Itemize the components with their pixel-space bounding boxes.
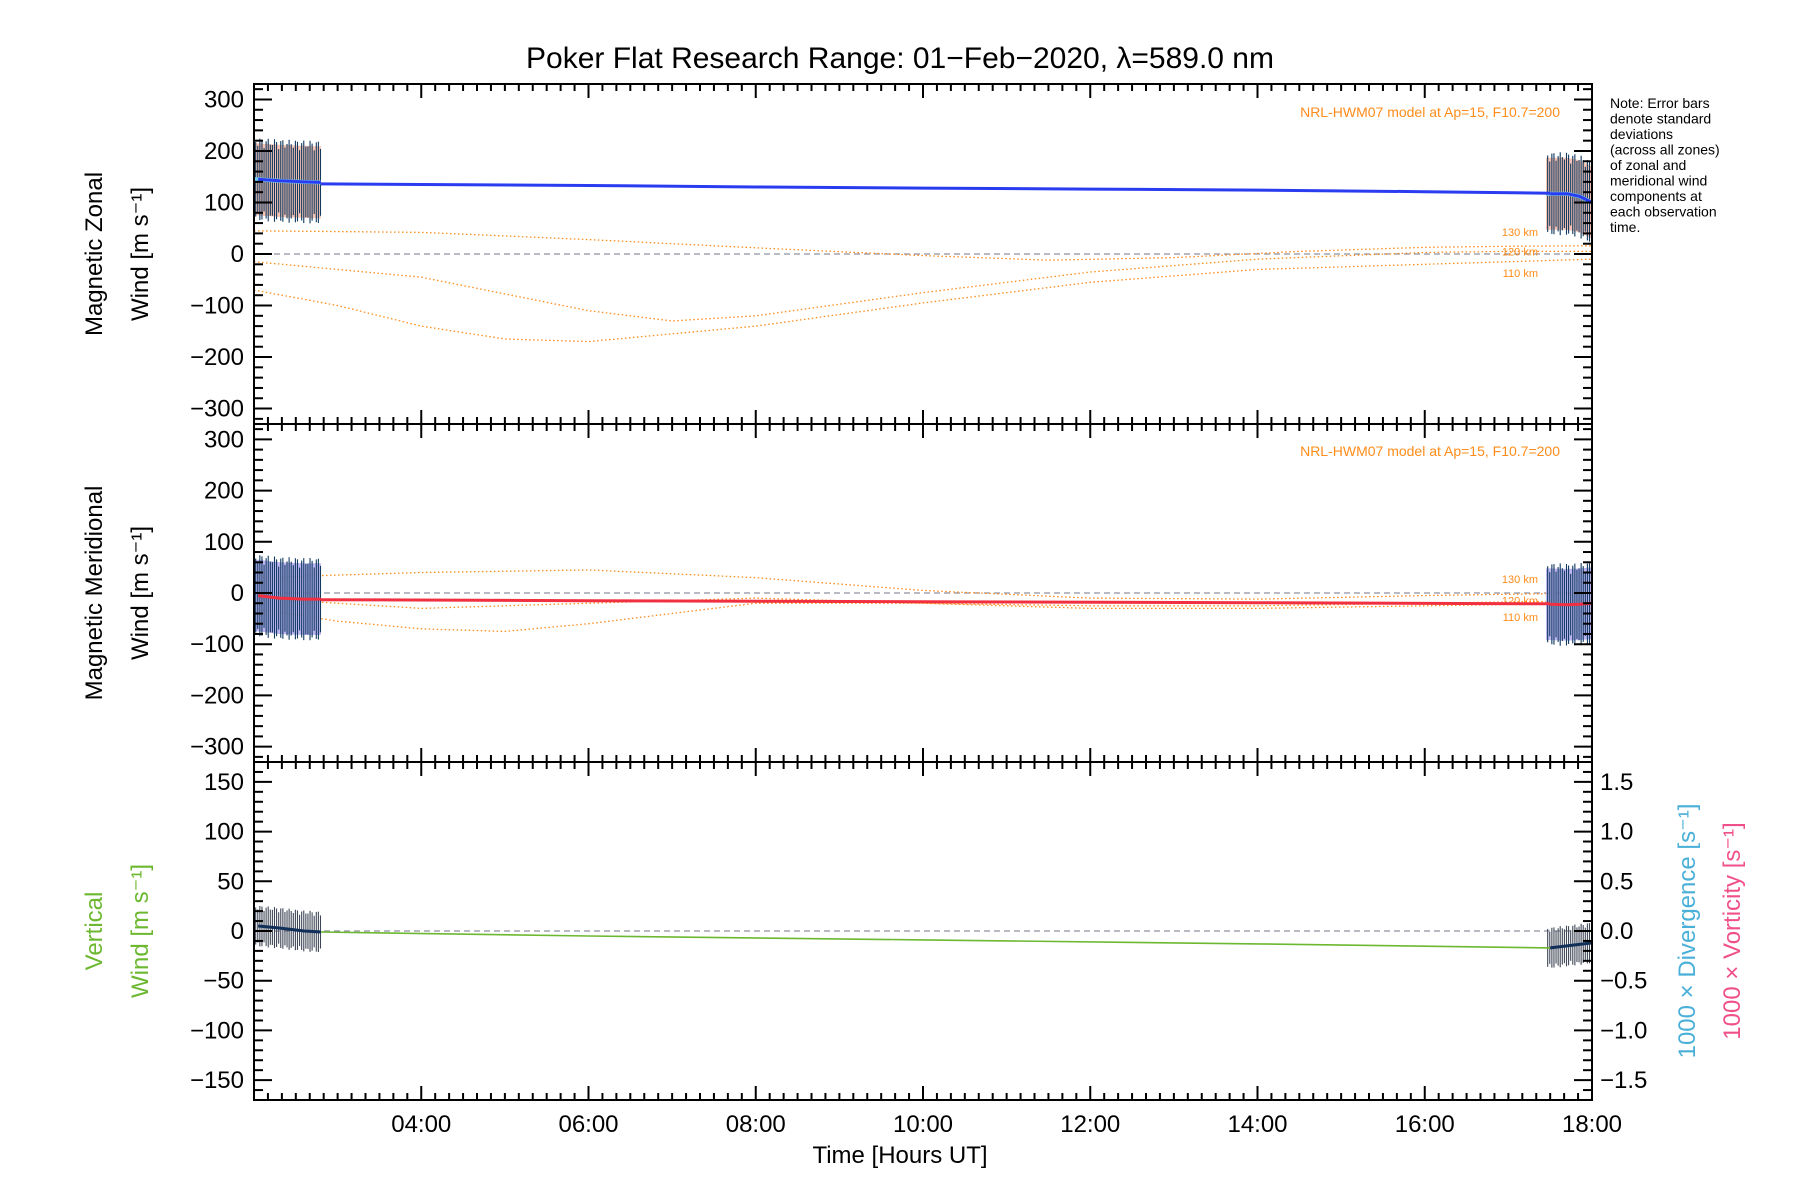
note-line: time. (1610, 219, 1640, 235)
note-line: of zonal and (1610, 157, 1686, 173)
x-tick-label: 16:00 (1395, 1111, 1455, 1138)
y2-tick-label: 0.5 (1600, 868, 1633, 895)
meridional-wind-line (320, 598, 1551, 606)
note-line: (across all zones) (1610, 142, 1720, 158)
y-tick-label: −100 (190, 631, 244, 658)
model-altitude-label: 130 km (1502, 574, 1538, 586)
model-curve-110km (253, 602, 1593, 633)
y-tick-label: 200 (204, 138, 244, 165)
note-line: Note: Error bars (1610, 95, 1710, 111)
model-curve-130km (253, 230, 1592, 261)
y-tick-label: 200 (204, 478, 244, 505)
vertical-wind-line (320, 931, 1551, 949)
model-altitude-label: 120 km (1502, 246, 1538, 258)
zonal-model-label: NRL-HWM07 model at Ap=15, F10.7=200 (1300, 104, 1560, 120)
y-tick-label: 100 (204, 529, 244, 556)
y-tick-label: 50 (217, 868, 244, 895)
model-curve-120km (253, 250, 1592, 322)
y-axis-label-line2: Wind [m s⁻¹] (127, 526, 154, 660)
divergence-axis-label: 1000 × Divergence [s⁻¹] (1674, 804, 1701, 1059)
y-tick-label: −300 (190, 396, 244, 423)
y-axis-label-line1: Magnetic Meridional (81, 486, 108, 701)
y-tick-label: −50 (203, 968, 244, 995)
note-line: each observation (1610, 204, 1717, 220)
y-tick-label: 0 (231, 241, 244, 268)
y-axis-label-line1: Vertical (81, 892, 108, 971)
y-tick-label: 100 (204, 819, 244, 846)
y-tick-label: 0 (231, 580, 244, 607)
model-altitude-label: 110 km (1503, 268, 1538, 280)
x-tick-label: 14:00 (1227, 1111, 1287, 1138)
y-tick-label: −150 (190, 1067, 244, 1094)
vorticity-axis-label: 1000 × Vorticity [s⁻¹] (1719, 822, 1746, 1039)
y-tick-label: −200 (190, 344, 244, 371)
y2-tick-label: −1.5 (1600, 1067, 1647, 1094)
note-line: denote standard (1610, 111, 1711, 127)
vertical-wind-panel: 150 100 50 0 −50 −100 −150 Vertical Wind [m s⁻¹]… (81, 761, 1746, 1138)
vertical-obs-line (258, 924, 1593, 950)
y2-tick-label: 0.0 (1600, 918, 1633, 945)
y-tick-label: 100 (204, 189, 244, 216)
y-axis-label-line2: Wind [m s⁻¹] (127, 864, 154, 998)
note-line: meridional wind (1610, 173, 1707, 189)
y-tick-label: −100 (190, 1017, 244, 1044)
y-axis-label-line1: Magnetic Zonal (81, 172, 108, 336)
y-tick-label: −100 (190, 293, 244, 320)
model-altitude-label: 110 km (1503, 612, 1538, 624)
x-tick-label: 06:00 (558, 1111, 618, 1138)
y-tick-label: 300 (204, 426, 244, 453)
zonal-wind-panel: 130 km 120 km 110 km 300 200 100 0 −100 −200 −300… (81, 83, 1593, 425)
meridional-model-label: NRL-HWM07 model at Ap=15, F10.7=200 (1300, 443, 1560, 459)
note-line: deviations (1610, 126, 1673, 142)
y2-tick-label: 1.5 (1600, 769, 1633, 796)
x-tick-label: 10:00 (893, 1111, 953, 1138)
x-tick-label: 12:00 (1060, 1111, 1120, 1138)
y-tick-label: 0 (231, 918, 244, 945)
model-altitude-label: 120 km (1502, 596, 1538, 608)
y-axis-label-line2: Wind [m s⁻¹] (127, 187, 154, 321)
zonal-wind-line (320, 182, 1551, 195)
zonal-obs-line (258, 177, 1593, 204)
meridional-wind-panel: 130 km 120 km 110 km 300 200 100 0 −100 −200 −300… (81, 423, 1593, 763)
x-tick-label: 04:00 (391, 1111, 451, 1138)
model-altitude-label: 130 km (1502, 227, 1538, 239)
note-line: components at (1610, 188, 1702, 204)
model-curve-110km (253, 258, 1593, 343)
y-tick-label: 150 (204, 769, 244, 796)
y-tick-label: −300 (190, 734, 244, 761)
chart-title: Poker Flat Research Range: 01−Feb−2020, … (526, 42, 1274, 75)
y2-tick-label: 1.0 (1600, 819, 1633, 846)
x-tick-label: 08:00 (726, 1111, 786, 1138)
x-tick-label: 18:00 (1562, 1111, 1622, 1138)
x-axis-label: Time [Hours UT] (812, 1142, 987, 1169)
y2-tick-label: −1.0 (1600, 1017, 1647, 1044)
y-tick-label: −200 (190, 682, 244, 709)
y-tick-label: 300 (204, 86, 244, 113)
y2-tick-label: −0.5 (1600, 968, 1647, 995)
model-curve-130km (253, 569, 1593, 600)
